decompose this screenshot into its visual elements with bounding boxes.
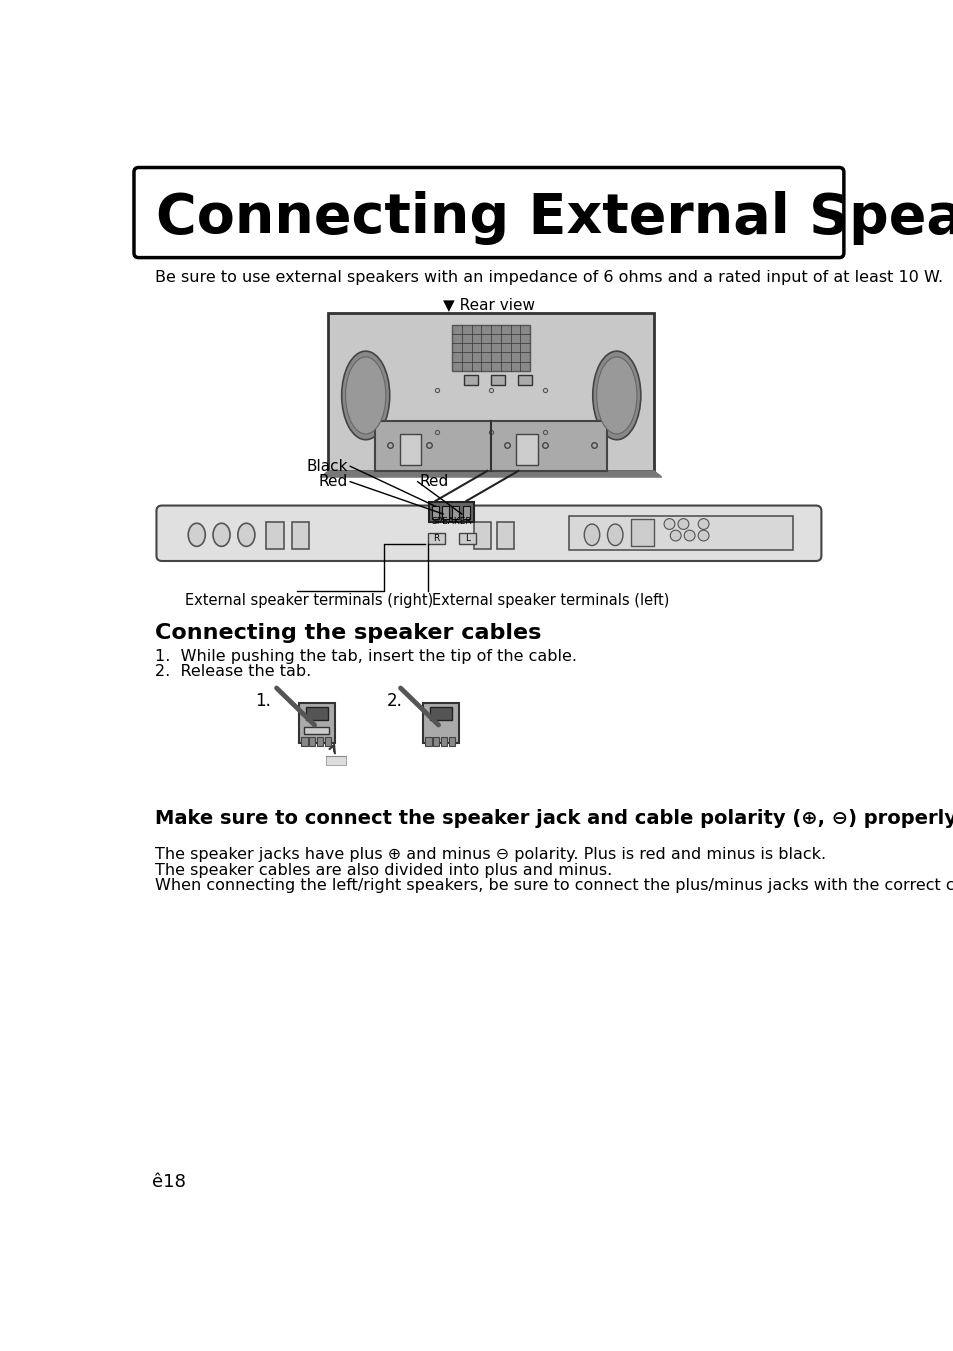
Text: External speaker terminals (left): External speaker terminals (left)	[431, 593, 668, 608]
Ellipse shape	[698, 519, 708, 530]
Bar	[375, 422, 607, 471]
Bar	[399, 434, 421, 465]
Text: Make sure to connect the speaker jack and cable polarity (⊕, ⊖) properly.: Make sure to connect the speaker jack an…	[154, 809, 953, 828]
Ellipse shape	[663, 519, 674, 530]
FancyBboxPatch shape	[156, 505, 821, 561]
Bar	[433, 736, 439, 746]
Text: L: L	[464, 534, 469, 543]
Ellipse shape	[698, 530, 708, 540]
Text: Connecting External Speakers: Connecting External Speakers	[156, 192, 953, 246]
Bar	[458, 534, 476, 544]
Text: R: R	[433, 534, 439, 543]
Ellipse shape	[678, 519, 688, 530]
Bar	[328, 313, 654, 471]
Text: Black: Black	[306, 459, 348, 474]
Text: The speaker jacks have plus ⊕ and minus ⊖ polarity. Plus is red and minus is bla: The speaker jacks have plus ⊕ and minus …	[154, 847, 825, 862]
Ellipse shape	[683, 530, 695, 540]
Bar	[306, 707, 328, 720]
Ellipse shape	[596, 357, 637, 434]
Bar	[432, 505, 439, 519]
Bar	[516, 434, 537, 465]
Text: External speaker terminals (right): External speaker terminals (right)	[185, 593, 433, 608]
Text: When connecting the left/right speakers, be sure to connect the plus/minus jacks: When connecting the left/right speakers,…	[154, 878, 953, 893]
Text: Be sure to use external speakers with an impedance of 6 ohms and a rated input o: Be sure to use external speakers with an…	[154, 270, 942, 285]
Bar	[462, 505, 469, 519]
Text: The speaker cables are also divided into plus and minus.: The speaker cables are also divided into…	[154, 863, 612, 878]
Ellipse shape	[670, 530, 680, 540]
Text: 1.  While pushing the tab, insert the tip of the cable.: 1. While pushing the tab, insert the tip…	[154, 648, 577, 663]
Bar	[452, 324, 530, 370]
Bar	[630, 519, 654, 546]
Bar	[430, 707, 452, 720]
Text: ▼ Rear view: ▼ Rear view	[442, 297, 535, 312]
Text: Red: Red	[318, 474, 348, 489]
Ellipse shape	[583, 524, 599, 546]
Polygon shape	[320, 471, 661, 477]
Bar	[324, 736, 331, 746]
Bar	[440, 736, 447, 746]
Bar	[568, 516, 793, 550]
Bar	[427, 534, 444, 544]
FancyBboxPatch shape	[422, 703, 458, 743]
Ellipse shape	[341, 351, 390, 439]
Bar	[452, 505, 459, 519]
Bar	[442, 505, 449, 519]
Ellipse shape	[592, 351, 640, 439]
Ellipse shape	[345, 357, 385, 434]
Text: 1.: 1.	[254, 692, 271, 709]
Ellipse shape	[213, 523, 230, 546]
Text: SPEAKER: SPEAKER	[431, 516, 472, 526]
Text: Connecting the speaker cables: Connecting the speaker cables	[154, 623, 540, 643]
Text: 2.: 2.	[386, 692, 402, 709]
Bar	[292, 523, 309, 550]
Bar	[301, 736, 307, 746]
Ellipse shape	[607, 524, 622, 546]
FancyBboxPatch shape	[133, 168, 843, 258]
Bar	[448, 736, 455, 746]
Bar	[429, 503, 474, 523]
Bar	[497, 523, 514, 550]
Bar	[266, 523, 283, 550]
Text: ê18: ê18	[152, 1174, 186, 1192]
Bar	[474, 523, 491, 550]
Bar	[464, 376, 477, 385]
Polygon shape	[326, 755, 346, 765]
Bar	[316, 736, 323, 746]
Bar	[491, 376, 505, 385]
Bar	[309, 736, 315, 746]
FancyBboxPatch shape	[298, 703, 335, 743]
Bar	[304, 727, 329, 734]
Text: 2.  Release the tab.: 2. Release the tab.	[154, 665, 311, 680]
Ellipse shape	[237, 523, 254, 546]
Bar	[425, 736, 431, 746]
Ellipse shape	[188, 523, 205, 546]
Bar	[517, 376, 532, 385]
Text: Red: Red	[419, 474, 449, 489]
